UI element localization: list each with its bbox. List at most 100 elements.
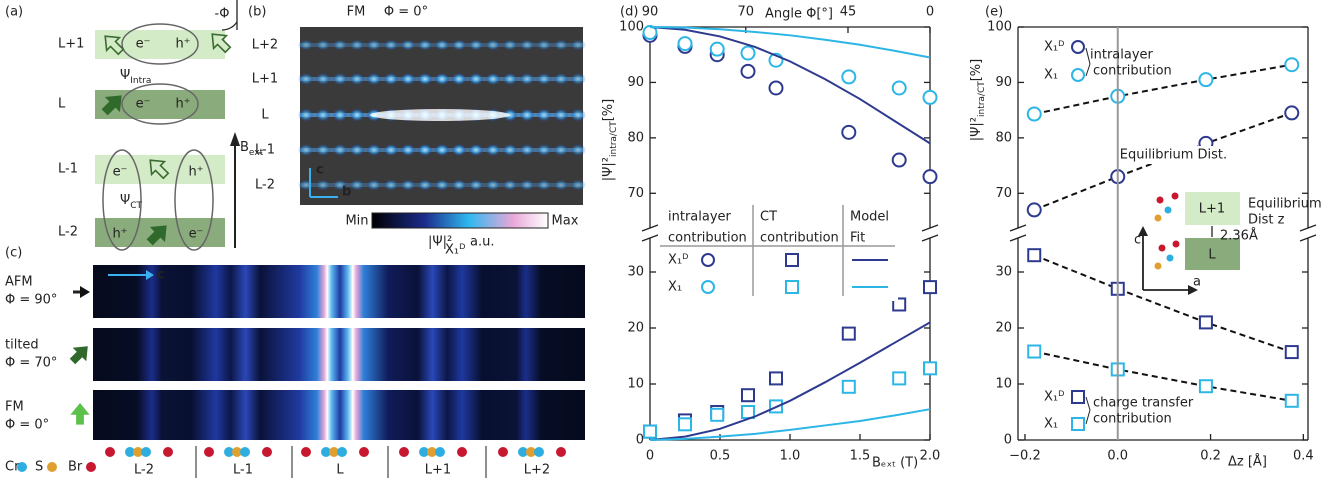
y-axis-label: |Ψ|²intra/CT[%] <box>969 59 987 141</box>
y-tick-label: 80 <box>627 130 644 145</box>
heatmap-blob <box>519 179 535 191</box>
arrow-head <box>1138 226 1148 236</box>
y-tick-label: 0 <box>636 433 644 448</box>
legend-header: contribution <box>668 231 747 246</box>
data-point <box>841 69 857 85</box>
heatmap-blob <box>332 143 348 157</box>
heatmap-blob <box>536 179 552 191</box>
annotation-symbol <box>1071 417 1085 431</box>
data-point <box>1284 393 1299 408</box>
exciton-outline <box>174 149 214 251</box>
arrow-head <box>146 270 154 280</box>
axis-break <box>1009 224 1027 232</box>
heatmap-blob <box>434 143 450 157</box>
y-tick-label: 90 <box>995 75 1012 90</box>
atom <box>105 447 115 457</box>
heatmap-blob <box>417 39 433 51</box>
legend-symbol <box>701 280 715 294</box>
heatmap-blob <box>400 39 416 51</box>
atom-legend <box>86 462 96 472</box>
axis-break <box>1299 234 1317 242</box>
atom <box>301 447 311 457</box>
panel-label: (d) <box>620 5 638 20</box>
fit-line <box>649 408 931 441</box>
legend-header: CT <box>760 210 777 225</box>
annotation: intralayer <box>1090 48 1154 63</box>
annotation: Equilibrium Dist. <box>1120 148 1227 163</box>
x-tick-label: 0.5 <box>710 449 731 464</box>
y-tick-label: 70 <box>627 186 644 201</box>
heatmap-blob <box>332 108 348 122</box>
heatmap-blob <box>400 72 416 86</box>
label-part: |Ψ|² <box>969 117 984 141</box>
heatmap-blob <box>451 72 467 86</box>
layer-label: L <box>336 463 344 478</box>
fit-line <box>649 321 931 441</box>
atom <box>518 447 528 457</box>
y-tick-label: 100 <box>987 20 1012 35</box>
layer-label: L+1 <box>425 463 451 478</box>
data-point <box>1284 57 1300 73</box>
label-part: Ψ <box>120 68 130 83</box>
inset-label: c <box>1134 233 1141 248</box>
atom <box>526 447 536 457</box>
data-point <box>1284 345 1299 360</box>
x2-axis-label: Angle Φ[°] <box>765 7 833 22</box>
heatmap-blob <box>570 39 586 51</box>
y-tick-label: 70 <box>995 186 1012 201</box>
atom <box>204 447 214 457</box>
layer-label: L-2 <box>255 178 275 193</box>
data-point <box>1026 106 1042 122</box>
exciton-outline <box>121 83 199 125</box>
field-label: Bext <box>240 140 264 158</box>
data-point <box>841 326 856 341</box>
colorbar <box>371 212 549 229</box>
annotation: charge transfer <box>1093 396 1194 411</box>
heatmap-blob <box>349 179 365 191</box>
charge: h⁺ <box>175 97 190 112</box>
layer-label: L+1 <box>252 72 278 87</box>
data-point <box>923 280 937 295</box>
charge: e⁻ <box>136 37 151 52</box>
heatmap-blob <box>434 179 450 191</box>
heatmap-blob <box>570 179 586 191</box>
data-point <box>841 379 856 394</box>
y-tick-label: 100 <box>619 20 644 35</box>
heatmap-blob <box>536 72 552 86</box>
line <box>1085 47 1091 65</box>
heatmap-blob <box>519 39 535 51</box>
atom <box>125 447 135 457</box>
x-tick-label: 0.4 <box>1293 449 1314 464</box>
arrow <box>101 95 122 116</box>
layer-label: L+2 <box>524 463 550 478</box>
mode-label: FM <box>347 5 366 20</box>
legend-header: Fit <box>850 231 865 246</box>
legend-entry: X₁ <box>668 280 682 295</box>
axis-break <box>641 224 659 232</box>
legend-header: intralayer <box>668 210 732 225</box>
data-point <box>841 124 857 140</box>
data-point <box>922 89 938 105</box>
heatmap-blob <box>315 72 331 86</box>
atom <box>435 447 445 457</box>
data-point <box>677 36 693 52</box>
panel-label: (a) <box>5 5 23 20</box>
atom-label: Cr <box>5 460 20 475</box>
heatmap-blob <box>315 179 331 191</box>
charge: e⁻ <box>136 97 151 112</box>
y-tick-label: 0 <box>1004 433 1012 448</box>
inset-label: a <box>1193 275 1201 290</box>
heatmap-blob <box>468 72 484 86</box>
arrow <box>211 33 232 54</box>
arrow <box>149 159 170 180</box>
atom <box>262 447 272 457</box>
heatmap-blob <box>553 108 569 122</box>
colorbar-label: X₁ᴰ <box>445 243 465 258</box>
heatmap-blob <box>400 143 416 157</box>
heatmap-blob <box>553 72 569 86</box>
line <box>1085 409 1091 425</box>
charge: h⁺ <box>175 37 190 52</box>
row-label: Φ = 70° <box>5 356 57 371</box>
axis-break <box>1299 224 1317 232</box>
